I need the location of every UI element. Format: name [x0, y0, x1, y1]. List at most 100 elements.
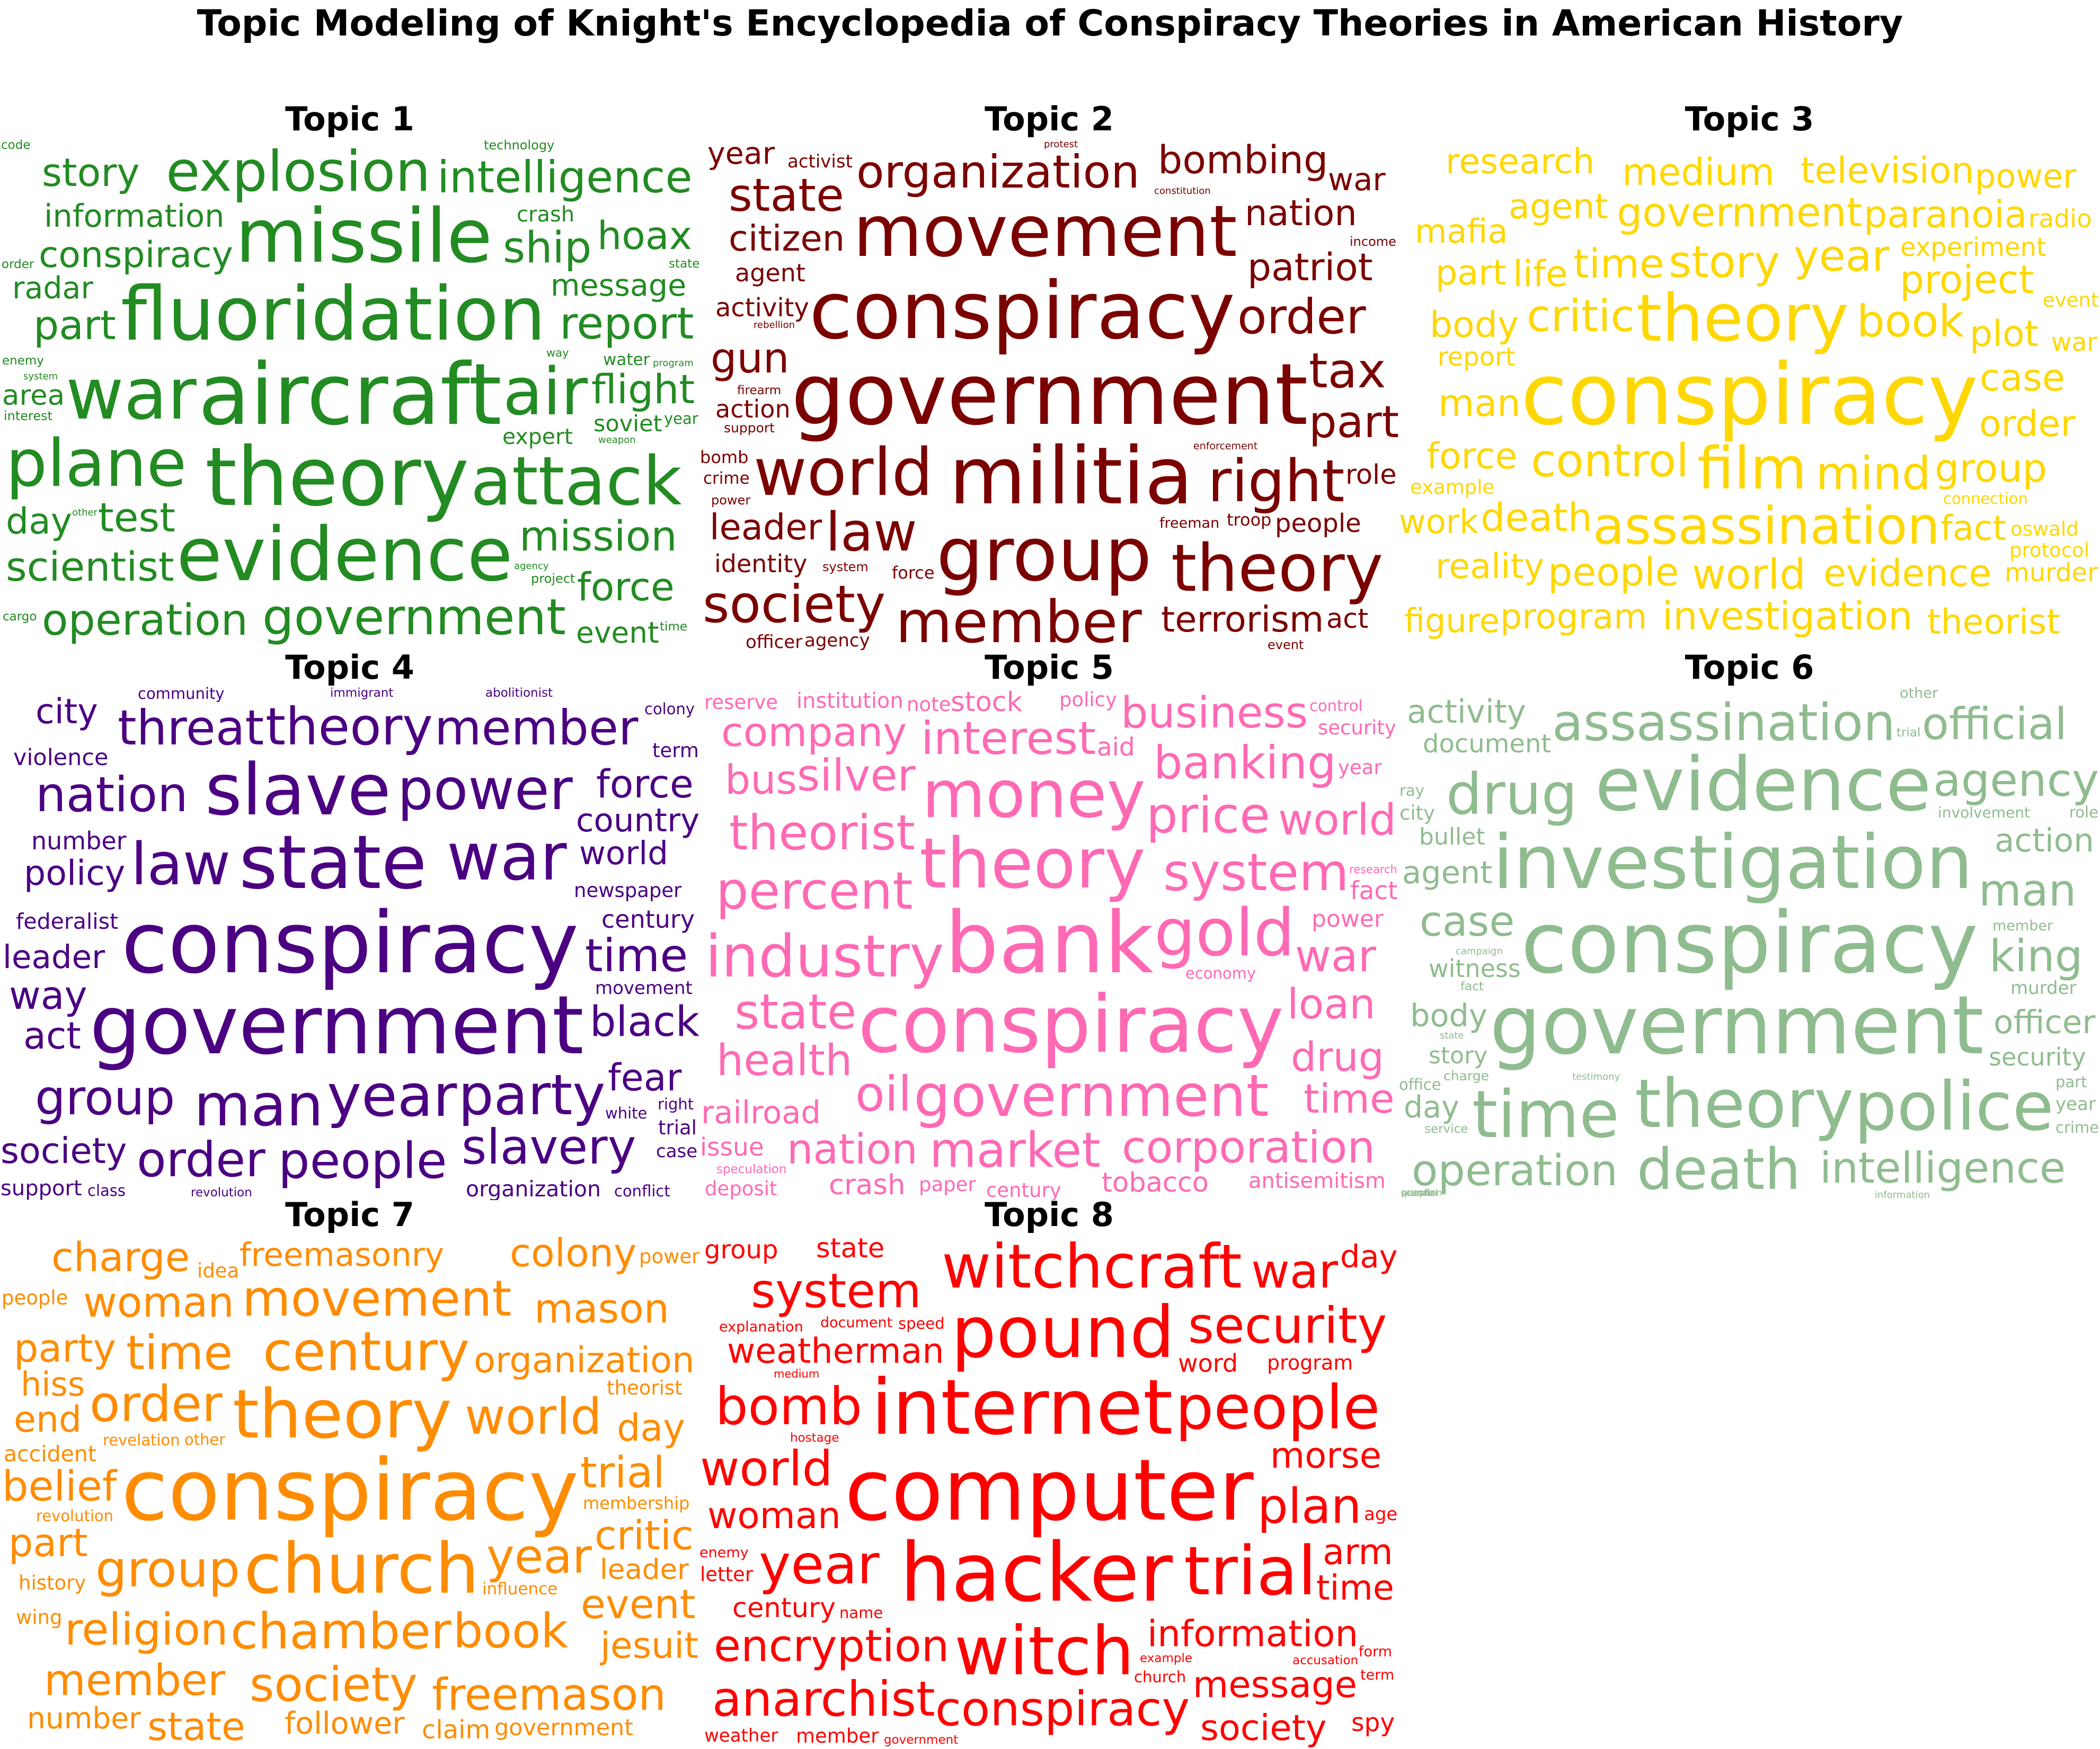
word-follower: follower: [285, 1706, 405, 1741]
word-institution: institution: [796, 689, 903, 713]
word-world: world: [465, 1388, 602, 1446]
word-force: force: [596, 762, 694, 807]
word-percent: percent: [716, 861, 913, 921]
word-leader: leader: [3, 938, 105, 976]
word-drug: drug: [1291, 1033, 1384, 1080]
word-cloud: bank conspiracy theory money gold government i…: [699, 686, 1399, 1200]
word-critic: critic: [1527, 290, 1635, 342]
word-order: order: [1237, 289, 1366, 345]
word-conspiracy: conspiracy: [858, 979, 1284, 1071]
word-people: people: [1175, 1372, 1380, 1443]
word-idea: idea: [197, 1259, 240, 1282]
word-role: role: [2069, 803, 2098, 821]
word-conspiracy: conspiracy: [809, 265, 1235, 357]
word-community: community: [138, 686, 225, 703]
word-war: war: [447, 820, 567, 895]
word-example: example: [1140, 1652, 1192, 1665]
word-rebellion: rebellion: [754, 319, 795, 331]
word-office: office: [1399, 1076, 1441, 1094]
word-medium: medium: [1622, 150, 1775, 194]
word-way: way: [9, 973, 87, 1018]
word-terrorism: terrorism: [1161, 599, 1324, 640]
topic-panel-6: Topic 6 conspiracy government investigatio…: [1399, 649, 2100, 1200]
word-security: security: [1188, 1297, 1387, 1355]
word-project: project: [1900, 258, 2034, 303]
word-scientist: scientist: [6, 543, 174, 590]
word-year: year: [707, 138, 775, 171]
word-year: year: [486, 1529, 592, 1584]
word-nation: nation: [36, 767, 188, 823]
word-world: world: [700, 1441, 833, 1497]
word-charge: charge: [51, 1233, 190, 1281]
word-weather: weather: [704, 1725, 778, 1746]
word-loan: loan: [1287, 981, 1376, 1028]
word-crash: crash: [829, 1169, 906, 1200]
word-time: time: [660, 620, 687, 634]
word-theorist: theorist: [607, 1377, 683, 1399]
word-freemasonry: freemasonry: [240, 1236, 445, 1274]
word-state: state: [669, 257, 699, 271]
word-charge: charge: [1443, 1068, 1489, 1084]
word-theory: theory: [1635, 1064, 1854, 1143]
word-story: story: [1669, 236, 1780, 288]
word-organization: organization: [856, 146, 1140, 199]
word-right: right: [658, 1095, 694, 1113]
word-agency: agency: [514, 561, 549, 572]
word-government: government: [791, 345, 1308, 444]
word-nation: nation: [787, 1126, 918, 1174]
word-expert: expert: [502, 424, 573, 449]
word-plot: plot: [1970, 313, 2039, 355]
word-protocol: protocol: [2009, 539, 2089, 562]
word-protest: protest: [1044, 139, 1078, 150]
word-organization: organization: [466, 1176, 601, 1200]
word-assassination: assassination: [1552, 693, 1895, 752]
word-state: state: [729, 169, 844, 222]
word-cloud: conspiracy government state slave war year law…: [0, 686, 699, 1200]
word-citizen: citizen: [729, 218, 845, 259]
word-security: security: [1318, 716, 1396, 739]
word-state: state: [147, 1704, 245, 1747]
word-business: business: [1121, 688, 1308, 738]
word-railroad: railroad: [701, 1094, 821, 1131]
word-colony: colony: [644, 700, 695, 718]
word-government: government: [494, 1715, 634, 1741]
word-leader: leader: [710, 507, 822, 548]
word-nation: nation: [1245, 192, 1357, 234]
word-war: war: [1251, 1244, 1338, 1299]
word-jesuit: jesuit: [600, 1625, 698, 1667]
topic-panel-1: Topic 1 aircraft theory fluoridation missil…: [0, 101, 699, 652]
word-party: party: [458, 1063, 606, 1127]
word-age: age: [1364, 1504, 1398, 1525]
word-tax: tax: [1309, 343, 1386, 399]
word-other: other: [1900, 686, 1938, 702]
topic-title: Topic 6: [1685, 649, 1814, 687]
word-cloud: conspiracy government investigation evidenc…: [1399, 686, 2100, 1200]
word-crash: crash: [517, 202, 575, 227]
word-question: question: [1401, 1187, 1442, 1198]
word-missile: missile: [235, 193, 493, 280]
word-revolution: revolution: [36, 1507, 114, 1525]
word-activist: activist: [787, 151, 853, 172]
word-theory: theory: [233, 1375, 452, 1453]
word-interest: interest: [4, 409, 53, 423]
word-fact: fact: [1940, 509, 2006, 548]
word-group: group: [95, 1541, 241, 1599]
word-conflict: conflict: [614, 1182, 670, 1200]
word-oil: oil: [855, 1067, 912, 1122]
word-stock: stock: [951, 687, 1023, 718]
word-interest: interest: [921, 712, 1096, 765]
word-member: member: [896, 588, 1142, 652]
word-time: time: [585, 929, 688, 982]
word-membership: membership: [583, 1493, 690, 1513]
word-story: story: [1429, 1042, 1488, 1069]
word-revelation: revelation: [103, 1431, 180, 1449]
word-number: number: [31, 827, 127, 855]
word-event: event: [576, 616, 659, 650]
word-case: case: [1980, 356, 2065, 399]
word-freemason: freemason: [432, 1669, 666, 1720]
word-anarchist: anarchist: [712, 1672, 935, 1727]
word-life: life: [1513, 253, 1568, 295]
word-cloud: conspiracy theory film assassination control…: [1399, 138, 2100, 652]
word-right: right: [1208, 447, 1345, 515]
word-reserve: reserve: [704, 691, 778, 714]
